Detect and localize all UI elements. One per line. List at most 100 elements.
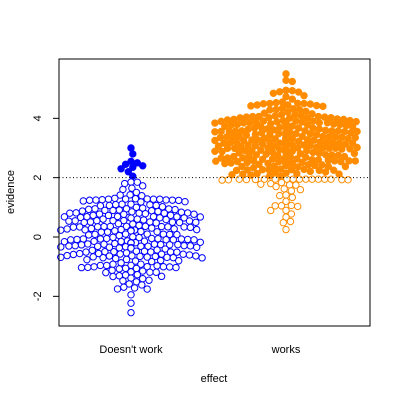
data-point-hollow: [288, 193, 296, 202]
data-point-filled: [247, 171, 255, 179]
data-point-hollow: [251, 175, 260, 184]
data-point-filled: [265, 165, 273, 174]
data-point-filled: [212, 157, 220, 165]
y-tick-label: -2: [32, 291, 44, 301]
data-point-hollow: [94, 249, 103, 258]
data-point-filled: [330, 157, 339, 165]
y-axis: -2 0 2 4: [32, 115, 60, 301]
data-point-hollow: [127, 200, 135, 208]
data-point-filled: [216, 133, 225, 142]
data-point-filled: [353, 143, 361, 152]
data-point-filled: [249, 164, 258, 172]
data-point-hollow: [168, 218, 177, 226]
data-point-filled: [284, 108, 292, 116]
data-point-filled: [228, 170, 236, 179]
data-point-hollow: [136, 252, 144, 261]
data-point-hollow: [128, 252, 136, 260]
data-point-filled: [266, 172, 274, 180]
data-point-hollow: [157, 240, 165, 249]
data-point-hollow: [179, 250, 187, 258]
data-point-hollow: [79, 197, 88, 205]
data-point-hollow: [102, 268, 110, 277]
data-point-hollow: [71, 242, 79, 250]
data-point-filled: [336, 120, 344, 129]
data-point-hollow: [180, 214, 188, 222]
data-point-filled: [211, 147, 219, 155]
data-point-filled: [288, 122, 296, 130]
data-point-hollow: [69, 223, 78, 231]
data-point-filled: [267, 120, 275, 128]
data-point-hollow: [294, 202, 302, 211]
data-point-filled: [272, 105, 280, 114]
data-point-filled: [127, 144, 135, 152]
data-point-hollow: [86, 218, 95, 226]
data-point-filled: [129, 163, 137, 171]
data-point-filled: [315, 166, 323, 175]
data-point-filled: [352, 117, 360, 126]
data-point-hollow: [287, 210, 296, 218]
data-point-hollow: [172, 263, 180, 272]
data-point-filled: [251, 142, 260, 150]
data-point-filled: [288, 77, 296, 86]
data-point-hollow: [137, 198, 145, 206]
data-point-filled: [312, 101, 321, 110]
data-point-filled: [264, 159, 272, 168]
data-point-hollow: [175, 218, 184, 227]
data-point-hollow: [96, 202, 105, 210]
data-point-hollow: [127, 299, 135, 307]
data-point-hollow: [137, 227, 145, 236]
data-point-filled: [292, 129, 300, 138]
data-point-filled: [294, 144, 302, 152]
data-point-hollow: [162, 215, 170, 224]
data-point-hollow: [152, 268, 160, 276]
data-point-hollow: [91, 205, 99, 213]
data-point-filled: [315, 149, 323, 158]
data-point-hollow: [84, 240, 92, 248]
data-point-filled: [266, 99, 274, 108]
data-point-filled: [337, 157, 345, 166]
data-point-hollow: [90, 263, 98, 271]
data-point-hollow: [196, 238, 205, 246]
data-point-filled: [240, 136, 248, 145]
data-point-hollow: [109, 216, 117, 225]
data-point-hollow: [116, 250, 124, 258]
data-point-hollow: [78, 207, 87, 215]
data-point-hollow: [162, 196, 170, 204]
data-point-filled: [231, 144, 239, 153]
data-point-hollow: [63, 225, 71, 233]
data-point-hollow: [77, 263, 86, 272]
data-point-hollow: [180, 223, 188, 231]
data-point-filled: [271, 135, 279, 143]
data-point-filled: [323, 119, 332, 127]
data-point-hollow: [186, 223, 195, 232]
data-point-hollow: [121, 230, 130, 238]
data-point-hollow: [109, 260, 117, 268]
data-point-hollow: [135, 233, 143, 242]
data-point-filled: [258, 155, 267, 163]
data-point-hollow: [154, 235, 162, 243]
data-point-hollow: [344, 176, 352, 184]
data-point-filled: [303, 121, 312, 129]
data-point-hollow: [193, 225, 201, 234]
data-point-hollow: [77, 241, 86, 249]
y-axis-title: evidence: [5, 170, 17, 214]
data-point-hollow: [130, 284, 139, 292]
data-point-filled: [302, 153, 310, 161]
data-point-hollow: [174, 240, 182, 249]
data-point-filled: [293, 155, 301, 163]
data-point-hollow: [139, 274, 147, 283]
data-point-hollow: [321, 175, 329, 183]
data-point-hollow: [103, 261, 111, 270]
data-point-hollow: [119, 277, 127, 285]
data-point-filled: [240, 119, 248, 127]
data-point-hollow: [76, 213, 85, 222]
data-point-hollow: [166, 241, 174, 249]
data-point-filled: [139, 162, 147, 170]
data-point-filled: [211, 119, 219, 127]
data-point-hollow: [168, 196, 177, 204]
data-point-filled: [300, 99, 308, 108]
data-point-hollow: [139, 267, 147, 275]
data-point-filled: [285, 114, 294, 122]
data-point-hollow: [63, 251, 71, 260]
data-point-hollow: [73, 235, 81, 244]
